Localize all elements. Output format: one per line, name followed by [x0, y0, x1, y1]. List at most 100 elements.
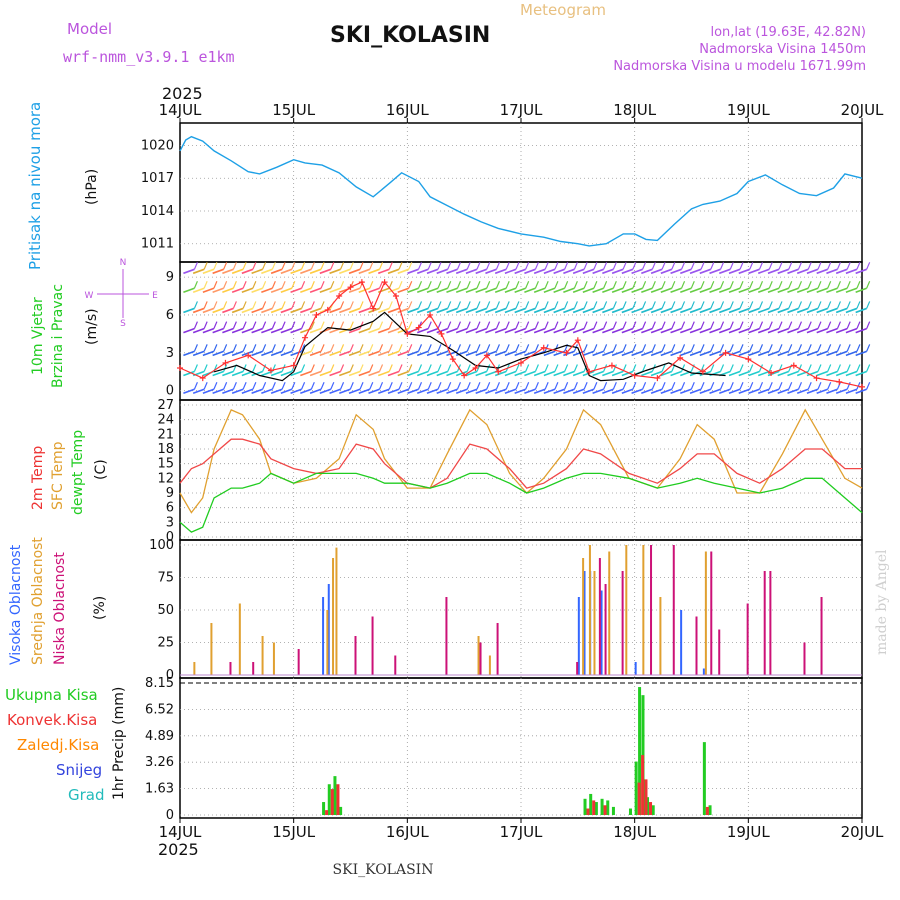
wind-arrow-barb — [330, 381, 335, 390]
wind-arrow-barb — [213, 344, 218, 352]
wind-arrow-barb — [301, 381, 306, 390]
wind-arrow-barb — [398, 381, 403, 390]
wind-arrow-barb — [320, 281, 325, 289]
wind-arrow-barb — [466, 344, 471, 352]
wind-arrow-barb — [262, 301, 267, 309]
wind-arrow — [777, 388, 789, 394]
wind-arrow — [475, 268, 487, 275]
wind-arrow-barb — [768, 262, 773, 270]
wind-arrow — [231, 370, 244, 377]
wind-arrow — [446, 388, 458, 394]
wind-arrow-barb — [330, 364, 335, 372]
wind-arrow — [718, 388, 731, 394]
wind-arrow-barb — [252, 301, 257, 309]
wind-arrow — [650, 388, 663, 394]
wind-arrow-barb — [291, 321, 296, 329]
wind-arrow — [777, 268, 789, 275]
wind-arrow-barb — [710, 281, 715, 289]
wind-arrow — [650, 287, 663, 293]
wind-arrow-barb — [223, 321, 228, 329]
cloud-mid-bar — [704, 551, 707, 675]
wind-arrow — [368, 388, 380, 394]
wind-arrow-barb — [193, 321, 198, 329]
wind-arrow-barb — [603, 281, 608, 289]
wind-arrow-barb — [642, 262, 647, 270]
cloud-low-bar — [598, 558, 601, 675]
wind-arrow-barb — [739, 262, 744, 270]
wind-arrow-barb — [690, 262, 695, 270]
wind-arrow — [767, 307, 780, 314]
wind-arrow-barb — [466, 301, 471, 309]
wind-arrow — [465, 287, 478, 293]
wind-arrow — [728, 327, 741, 334]
precip-total-bar — [583, 798, 587, 815]
wind-arrow-barb — [447, 281, 452, 289]
wind-arrow-barb — [476, 281, 481, 289]
precip-conv-bar — [330, 789, 334, 815]
wind-arrow-barb — [301, 301, 306, 309]
wind-arrow — [261, 307, 273, 314]
wind-marker — [483, 352, 490, 359]
wind-arrow — [202, 287, 215, 293]
wind-arrow — [397, 388, 410, 394]
wind-arrow — [319, 268, 332, 275]
wind-arrow — [524, 370, 536, 377]
wind-arrow — [777, 287, 789, 293]
wind-arrow-barb — [476, 344, 481, 352]
wind-arrow — [806, 350, 819, 357]
cloud-low-bar — [445, 597, 448, 675]
wind-arrow — [368, 350, 380, 357]
wind-arrow-barb — [437, 381, 442, 390]
wind-arrow — [436, 268, 448, 275]
wind-marker — [199, 375, 206, 382]
wind-arrow-barb — [495, 301, 500, 309]
wind-arrow-barb — [525, 321, 530, 329]
wind-arrow-barb — [242, 262, 247, 270]
wind-arrow-barb — [603, 262, 608, 270]
wind-arrow-barb — [632, 281, 637, 289]
precip-unit: 1hr Precip (mm) — [111, 687, 127, 800]
wind-arrow — [621, 268, 634, 275]
wind-arrow — [524, 287, 536, 293]
wind-arrow-barb — [544, 301, 549, 309]
wind-arrow-barb — [807, 381, 812, 390]
y-tick-label: 1011 — [141, 237, 174, 252]
wind-arrow-barb — [612, 301, 617, 309]
wind-arrow-barb — [340, 321, 345, 329]
wind-arrow-barb — [359, 262, 364, 270]
wind-arrow — [387, 388, 400, 394]
wind-arrow — [748, 370, 760, 377]
wind-arrow — [816, 268, 828, 275]
wind-arrow-barb — [593, 344, 598, 352]
wind-arrow-barb — [846, 262, 851, 270]
wind-arrow-barb — [632, 321, 637, 329]
wind-arrow-barb — [203, 281, 208, 289]
wind-arrow-barb — [554, 281, 559, 289]
wind-arrow-barb — [661, 381, 666, 390]
wind-arrow — [514, 388, 526, 394]
wind-arrow — [504, 388, 517, 394]
y-tick-label: 6.52 — [145, 702, 174, 717]
wind-arrow — [757, 370, 770, 377]
x-tick-label-top: 20JUL — [841, 101, 884, 119]
wind-marker — [267, 367, 274, 374]
wind-arrow-barb — [534, 262, 539, 270]
wind-arrow-barb — [583, 381, 588, 390]
tsfc-title: SFC Temp — [50, 441, 66, 510]
wind-arrow — [621, 307, 634, 314]
wind-arrow-barb — [378, 364, 384, 372]
wind-arrow — [319, 370, 332, 377]
wind-arrow-barb — [739, 321, 744, 329]
t2m-line — [179, 438, 862, 489]
wind-arrow-barb — [271, 381, 276, 390]
wind-arrow — [368, 370, 380, 377]
wind-arrow — [650, 350, 663, 357]
wind-arrow-barb — [758, 381, 764, 390]
wind-arrow — [777, 307, 789, 314]
wind-arrow — [202, 307, 215, 314]
wind-arrow-barb — [690, 381, 695, 390]
wind-arrow — [387, 350, 400, 357]
wind-arrow-barb — [671, 381, 676, 390]
wind-arrow-barb — [710, 301, 715, 309]
wind-arrow-barb — [232, 344, 237, 352]
